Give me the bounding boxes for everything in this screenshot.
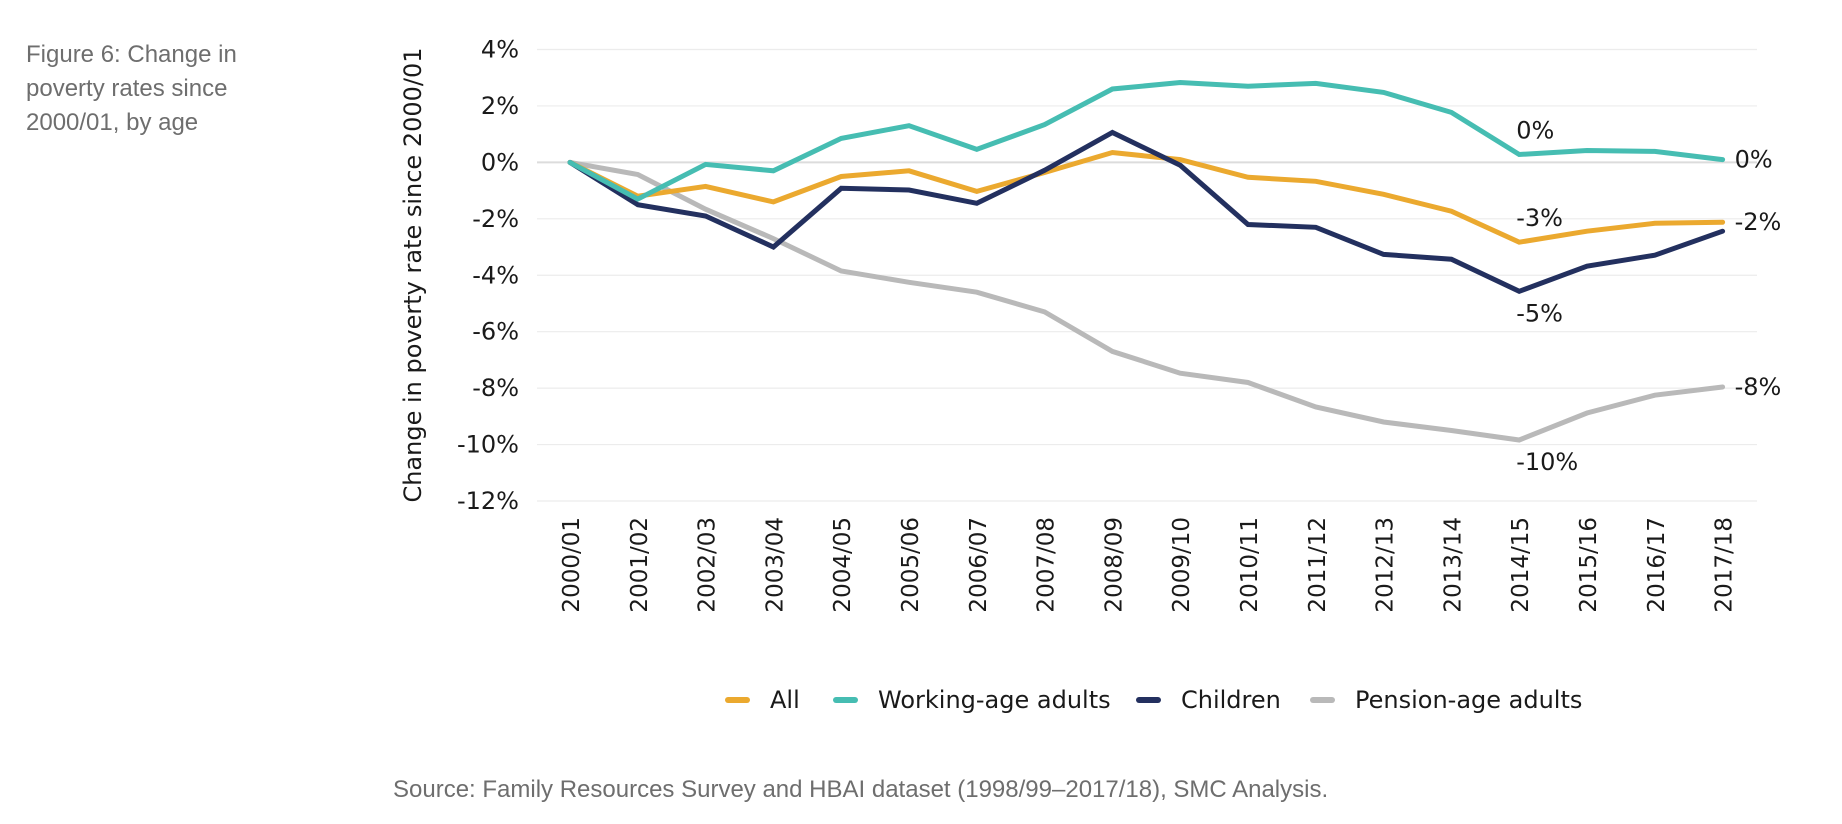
x-tick-label: 2014/15 [1508,517,1534,613]
data-label: -10% [1516,448,1578,476]
x-tick-label: 2000/01 [559,517,585,613]
y-tick-label: -2% [472,205,519,233]
x-tick-label: 2010/11 [1237,517,1263,613]
y-tick-label: -6% [472,318,519,346]
series-line-children [567,129,1726,295]
y-tick-label: 0% [481,148,519,176]
x-tick-label: 2008/09 [1101,517,1127,613]
x-tick-label: 2015/16 [1576,517,1602,613]
y-tick-label: 2% [481,92,519,120]
y-tick-label: -4% [472,261,519,289]
legend-item-all: All [725,684,800,716]
series-line-all [567,149,1726,245]
x-tick-label: 2012/13 [1373,517,1399,613]
legend-swatch-working-age [833,697,858,703]
x-tick-label: 2003/04 [762,517,788,613]
data-label: 0% [1516,116,1554,144]
legend-swatch-pension-age [1310,697,1335,703]
figure-title: Figure 6: Change in poverty rates since … [26,41,237,136]
x-tick-label: 2013/14 [1440,517,1466,613]
y-tick-label: 4% [481,36,519,64]
x-tick-label: 2017/18 [1712,517,1738,613]
legend-label: Working-age adults [878,686,1111,714]
x-tick-label: 2004/05 [830,517,856,613]
legend-label: Pension-age adults [1355,686,1583,714]
legend-swatch-all [725,697,750,703]
series-line-working-age-adults [567,79,1726,202]
x-tick-label: 2007/08 [1034,517,1060,613]
data-label: -5% [1516,299,1563,327]
data-label: -2% [1735,208,1782,236]
series-line-pension-age-adults [567,159,1726,443]
y-tick-label: -10% [457,431,519,459]
x-tick-label: 2001/02 [627,517,653,613]
legend-label: All [770,686,800,714]
data-label: 0% [1735,146,1773,174]
y-tick-label: -12% [457,487,519,515]
x-tick-label: 2002/03 [695,517,721,613]
legend-item-pension-age: Pension-age adults [1310,684,1582,716]
x-tick-label: 2016/17 [1644,517,1670,613]
source-note: Source: Family Resources Survey and HBAI… [393,776,1329,803]
y-tick-label: -8% [472,374,519,402]
legend-item-working-age: Working-age adults [833,684,1111,716]
x-tick-label: 2009/10 [1169,517,1195,613]
x-tick-label: 2005/06 [898,517,924,613]
legend-swatch-children [1136,697,1161,703]
legend-item-children: Children [1136,684,1281,716]
legend: All Working-age adults Children Pension-… [0,684,1842,716]
legend-label: Children [1181,686,1281,714]
x-tick-label: 2006/07 [966,517,992,613]
data-label: -8% [1735,373,1782,401]
data-label: -3% [1516,204,1563,232]
x-tick-label: 2011/12 [1305,517,1331,613]
line-chart: 4% 2% 0% -2% -4% -6% -8% -10% -12% 2000/01 2001/0… [457,36,1782,613]
